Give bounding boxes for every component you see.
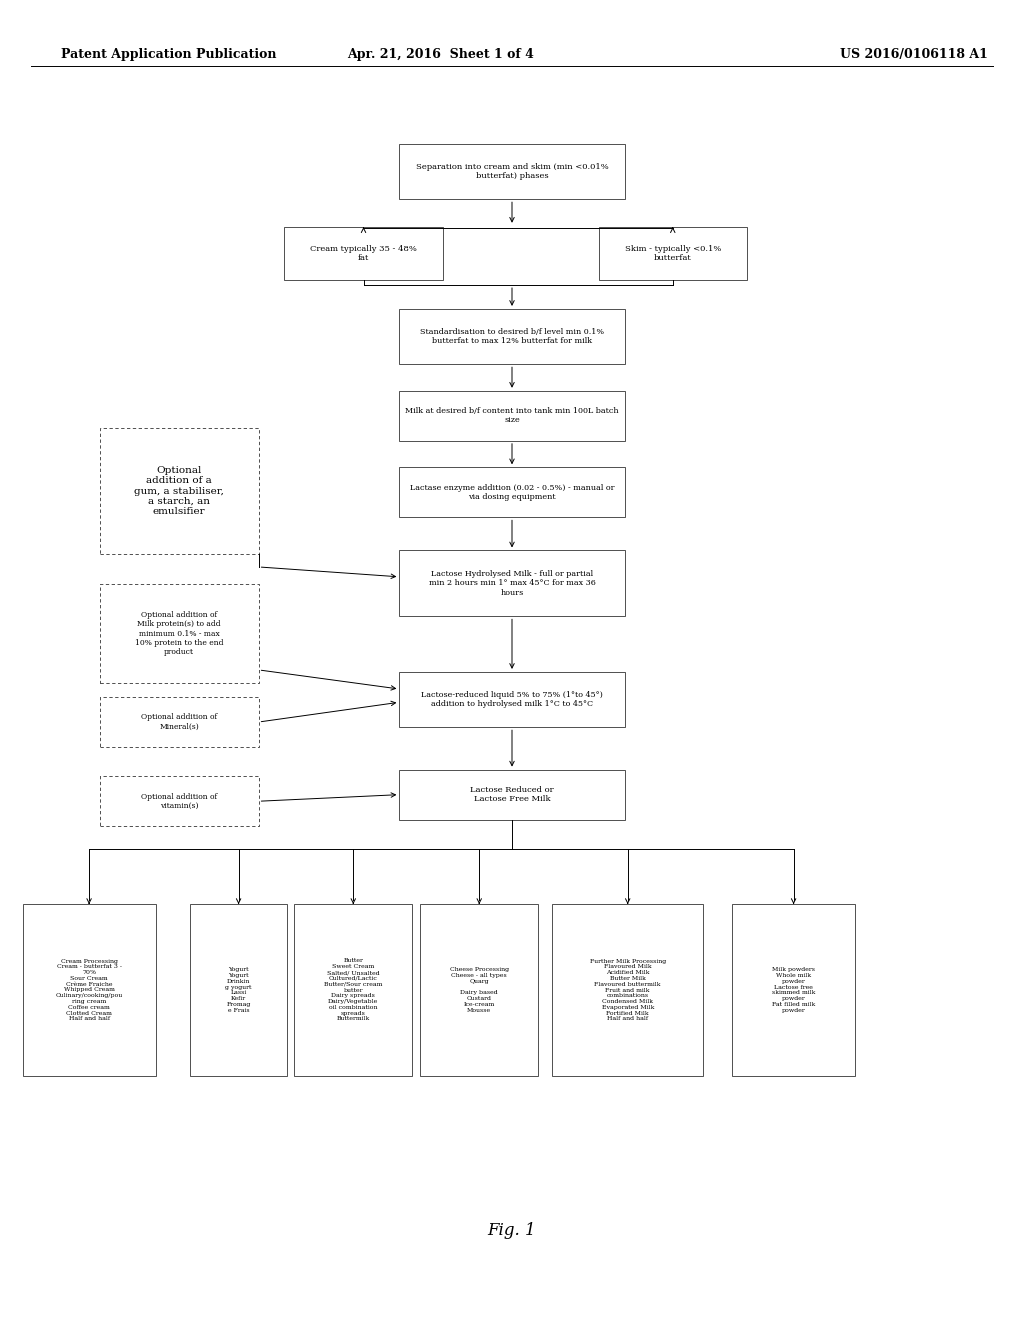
Text: Optional addition of
Milk protein(s) to add
minimum 0.1% - max
10% protein to th: Optional addition of Milk protein(s) to …: [135, 611, 223, 656]
Bar: [399, 144, 625, 199]
Bar: [421, 904, 539, 1076]
Bar: [99, 697, 258, 747]
Bar: [598, 227, 748, 280]
Bar: [23, 904, 156, 1076]
Text: Yogurt
Yogurt
Drinkin
g yogurt
Lassi
Kefir
Fromag
e Frais: Yogurt Yogurt Drinkin g yogurt Lassi Kef…: [225, 968, 252, 1012]
Text: Lactose Reduced or
Lactose Free Milk: Lactose Reduced or Lactose Free Milk: [470, 785, 554, 804]
Text: US 2016/0106118 A1: US 2016/0106118 A1: [840, 48, 987, 61]
Text: Lactase enzyme addition (0.02 - 0.5%) - manual or
via dosing equipment: Lactase enzyme addition (0.02 - 0.5%) - …: [410, 483, 614, 502]
Text: Butter
Sweet Cream
Salted/ Unsalted
Cultured/Lactic
Butter/Sour cream
butter
Dai: Butter Sweet Cream Salted/ Unsalted Cult…: [324, 958, 383, 1022]
Bar: [399, 309, 625, 364]
Bar: [99, 583, 258, 682]
Bar: [399, 391, 625, 441]
Text: Lactose Hydrolysed Milk - full or partial
min 2 hours min 1° max 45°C for max 36: Lactose Hydrolysed Milk - full or partia…: [429, 570, 595, 597]
Text: Cream Processing
Cream - butterfat 3 -
70%
Sour Cream
Crème Fraiche
Whipped Crea: Cream Processing Cream - butterfat 3 - 7…: [55, 958, 123, 1022]
Text: Cream typically 35 - 48%
fat: Cream typically 35 - 48% fat: [310, 244, 417, 263]
Bar: [399, 550, 625, 616]
Text: Standardisation to desired b/f level min 0.1%
butterfat to max 12% butterfat for: Standardisation to desired b/f level min…: [420, 327, 604, 346]
Bar: [399, 770, 625, 820]
Bar: [399, 467, 625, 517]
Bar: [99, 428, 258, 554]
Text: Optional addition of
vitamin(s): Optional addition of vitamin(s): [141, 792, 217, 810]
Text: Patent Application Publication: Patent Application Publication: [61, 48, 276, 61]
Text: Further Milk Processing
Flavoured Milk
Acidified Milk
Butter Milk
Flavoured butt: Further Milk Processing Flavoured Milk A…: [590, 958, 666, 1022]
Bar: [552, 904, 703, 1076]
Bar: [284, 227, 442, 280]
Bar: [99, 776, 258, 826]
Text: Fig. 1: Fig. 1: [487, 1222, 537, 1238]
Text: Apr. 21, 2016  Sheet 1 of 4: Apr. 21, 2016 Sheet 1 of 4: [347, 48, 534, 61]
Text: Cheese Processing
Cheese - all types
Quarg

Dairy based
Custard
Ice-cream
Mousse: Cheese Processing Cheese - all types Qua…: [450, 968, 509, 1012]
Text: Optional addition of
Mineral(s): Optional addition of Mineral(s): [141, 713, 217, 731]
Bar: [295, 904, 412, 1076]
Bar: [190, 904, 287, 1076]
Text: Skim - typically <0.1%
butterfat: Skim - typically <0.1% butterfat: [625, 244, 721, 263]
Text: Milk at desired b/f content into tank min 100L batch
size: Milk at desired b/f content into tank mi…: [406, 407, 618, 425]
Text: Milk powders
Whole milk
powder
Lactose free
skimmed milk
powder
Fat filled milk
: Milk powders Whole milk powder Lactose f…: [772, 968, 815, 1012]
Text: Separation into cream and skim (min <0.01%
butterfat) phases: Separation into cream and skim (min <0.0…: [416, 162, 608, 181]
Bar: [732, 904, 855, 1076]
Bar: [399, 672, 625, 727]
Text: Optional
addition of a
gum, a stabiliser,
a starch, an
emulsifier: Optional addition of a gum, a stabiliser…: [134, 466, 224, 516]
Text: Lactose-reduced liquid 5% to 75% (1°to 45°)
addition to hydrolysed milk 1°C to 4: Lactose-reduced liquid 5% to 75% (1°to 4…: [421, 690, 603, 709]
